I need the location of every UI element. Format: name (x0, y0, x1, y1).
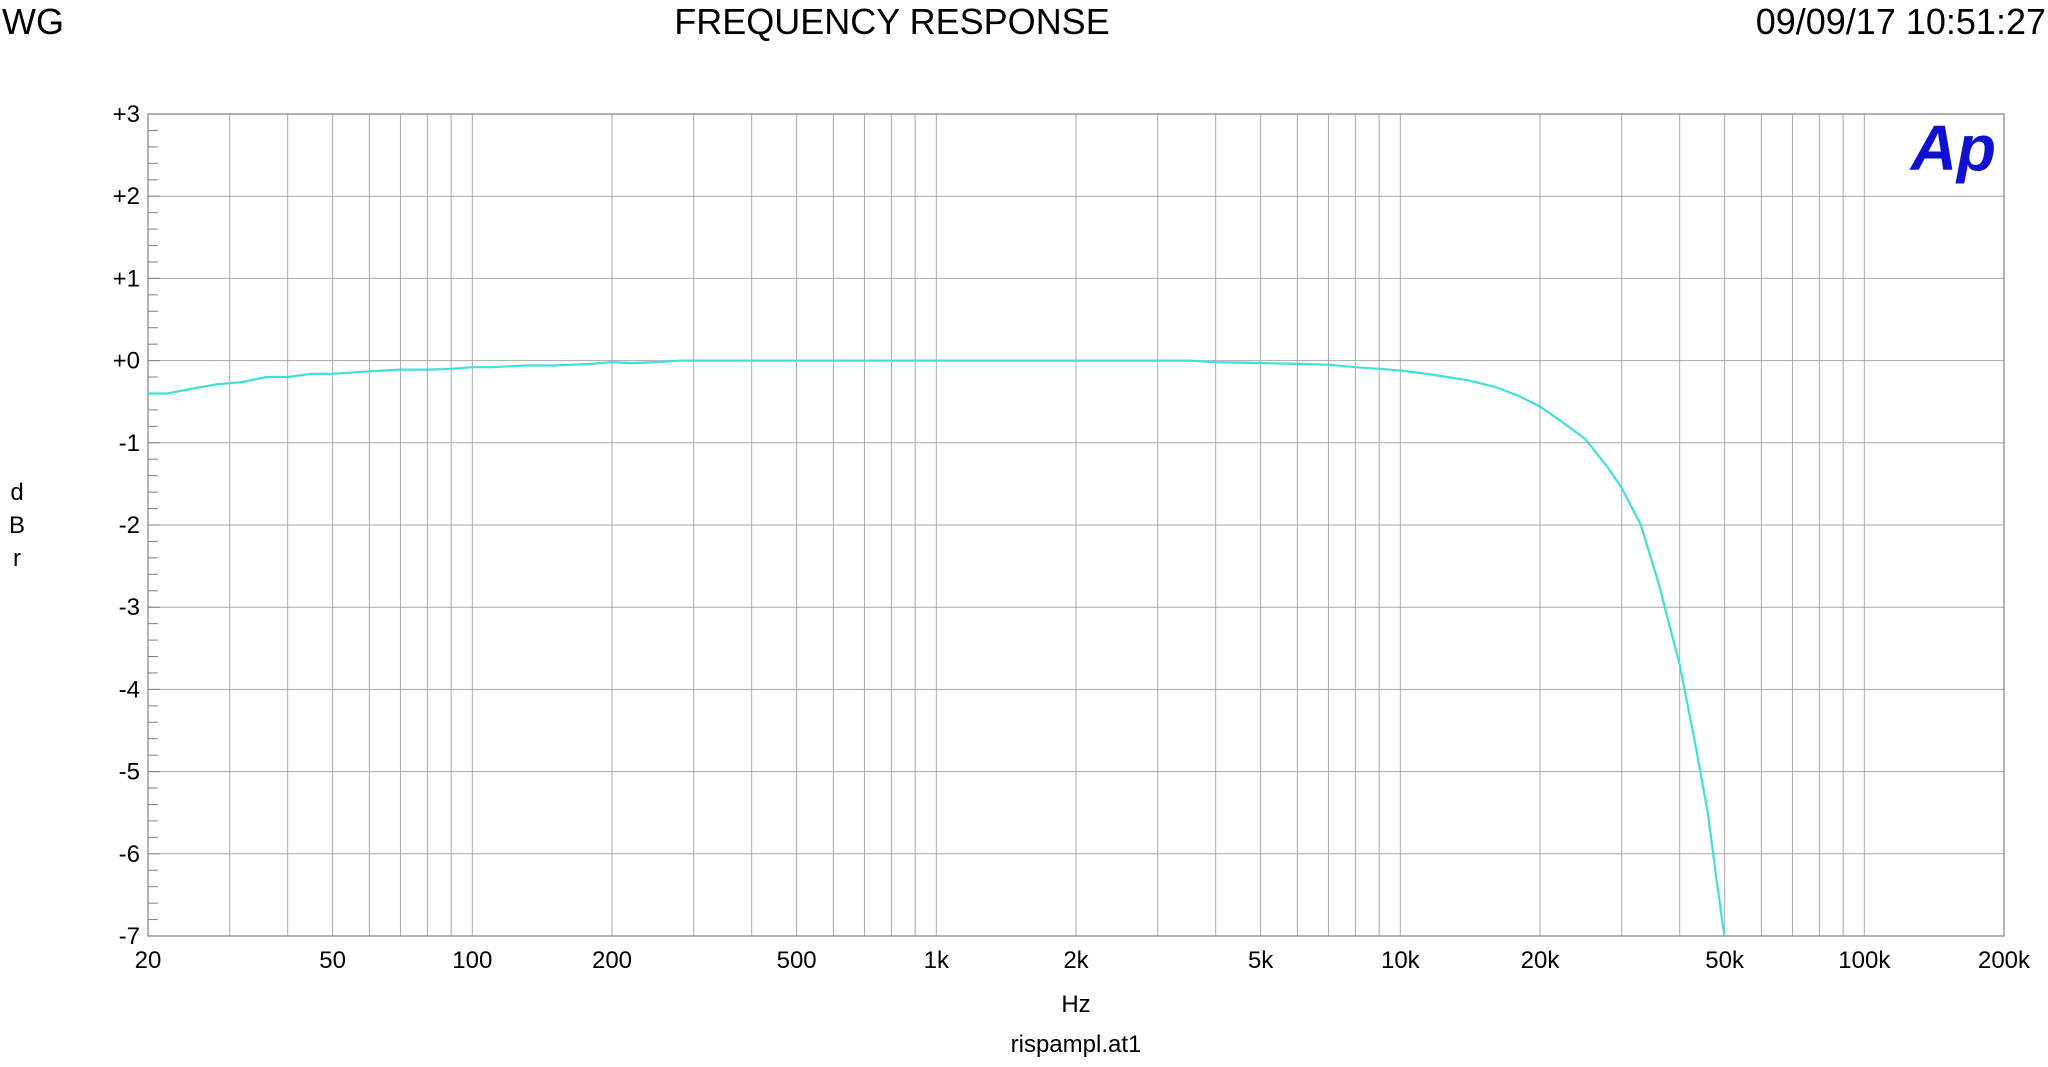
y-tick-labels: +3 +2 +1 +0 -1 -2 -3 -4 -5 -6 -7 (113, 101, 140, 950)
y-tick-label: -4 (119, 676, 140, 703)
audio-precision-logo: Ap (1909, 112, 1996, 184)
y-tick-label: -1 (119, 430, 140, 457)
x-tick-label: 20 (135, 947, 162, 974)
frequency-response-series-line (148, 359, 1726, 937)
header-timestamp: 09/09/17 10:51:27 (1755, 1, 2046, 42)
y-axis-label: dBr (9, 479, 25, 572)
file-caption: rispampl.at1 (1011, 1031, 1142, 1058)
y-tick-label: -5 (119, 759, 140, 786)
y-axis-label-char: d (10, 479, 23, 506)
y-tick-label: -6 (119, 841, 140, 868)
x-tick-label: 5k (1248, 947, 1274, 974)
y-tick-label: +3 (113, 101, 140, 128)
y-tick-label: -2 (119, 512, 140, 539)
x-tick-label: 2k (1063, 947, 1089, 974)
x-tick-label: 100k (1838, 947, 1891, 974)
x-tick-label: 50 (319, 947, 346, 974)
x-tick-label: 500 (777, 947, 817, 974)
y-tick-label: +1 (113, 265, 140, 292)
x-tick-label: 200 (592, 947, 632, 974)
grid (148, 114, 2004, 936)
x-tick-label: 20k (1521, 947, 1561, 974)
x-axis-label: Hz (1061, 991, 1090, 1018)
chart-title: FREQUENCY RESPONSE (674, 1, 1110, 42)
x-tick-label: 1k (924, 947, 950, 974)
x-tick-label: 50k (1705, 947, 1745, 974)
minor-ticks (148, 113, 160, 937)
y-tick-label: +0 (113, 348, 140, 375)
x-tick-labels: 20 50 100 200 500 1k 2k 5k 10k 20k 50k 100k 200k (135, 947, 2031, 974)
y-axis-label-char: r (13, 545, 21, 572)
plot-frame (147, 113, 2005, 937)
y-tick-label: -3 (119, 594, 140, 621)
header-left-label: WG (2, 1, 64, 42)
series-layer (148, 359, 1726, 937)
y-tick-label: +2 (113, 183, 140, 210)
y-tick-label: -7 (119, 923, 140, 950)
x-tick-label: 10k (1381, 947, 1421, 974)
x-tick-label: 200k (1978, 947, 2031, 974)
x-tick-label: 100 (452, 947, 492, 974)
y-axis-label-char: B (9, 512, 25, 539)
